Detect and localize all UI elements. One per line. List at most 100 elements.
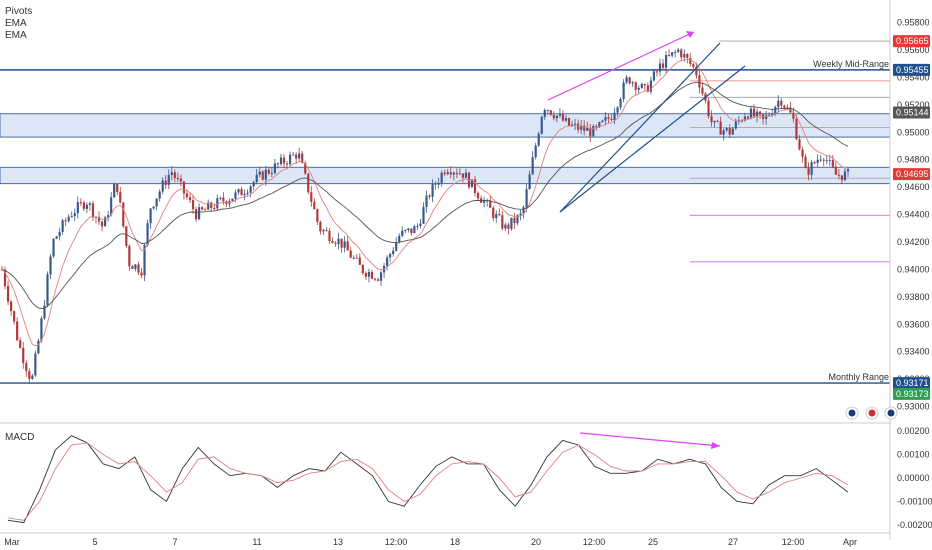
candle-body [376, 279, 380, 281]
trend-arrow-price-head [686, 31, 694, 38]
candle-body [816, 159, 819, 164]
candle-body [103, 217, 107, 227]
candle-body [100, 221, 104, 227]
price-badge [893, 35, 930, 48]
macd-line [7, 435, 849, 524]
candle-body [313, 201, 316, 210]
candle-body [137, 264, 140, 273]
price-tick-label: 0.94400 [897, 210, 930, 220]
candle-body [622, 82, 625, 100]
candle-body [601, 120, 604, 123]
candle-body [464, 172, 468, 178]
ema-fast-line [1, 58, 849, 347]
time-tick-label: 5 [92, 537, 97, 547]
candle-body [76, 202, 79, 214]
price-tick-label: 0.94200 [897, 237, 930, 247]
candle-body [504, 224, 507, 229]
candle-body [270, 172, 273, 174]
candle-body [822, 159, 825, 161]
candle-body [240, 189, 243, 196]
candle-body [531, 157, 534, 175]
candle-body [476, 192, 480, 199]
candle-body [537, 133, 540, 146]
ema-slow-line [1, 81, 849, 309]
candle-body [580, 125, 583, 130]
price-tick-label: 0.94800 [897, 155, 930, 165]
candle-body [522, 207, 525, 214]
candle-body [364, 273, 367, 277]
candle-body [461, 173, 465, 178]
macd-panel [7, 435, 849, 524]
candle-body [616, 107, 619, 113]
candle-body [85, 204, 89, 209]
candle-body [546, 110, 549, 112]
candle-body [564, 118, 568, 121]
candle-body [837, 174, 841, 176]
ema-lines [1, 58, 849, 347]
candle-body [552, 114, 555, 119]
candle-body [725, 127, 728, 131]
candle-body [370, 271, 374, 279]
candle-body [674, 51, 677, 53]
candle-body [698, 75, 701, 88]
candle-body [140, 272, 143, 276]
candle-body [728, 127, 731, 135]
price-tick-label: 0.93800 [897, 292, 930, 302]
macd-tick-label: 0.00000 [897, 473, 930, 483]
trend-annotations [547, 31, 746, 449]
candle-body [273, 163, 277, 173]
candle-body [334, 242, 337, 244]
candle-body [13, 311, 16, 322]
time-tick-label: Apr [843, 537, 857, 547]
candle-body [358, 257, 361, 265]
time-tick-label: 13 [333, 537, 343, 547]
candle-body [589, 127, 592, 137]
candle-body [473, 179, 477, 193]
candle-body [107, 215, 110, 218]
candle-body [655, 71, 659, 73]
candle-body [328, 230, 331, 242]
candle-body [798, 139, 801, 150]
candle-body [243, 193, 246, 196]
candle-body [234, 192, 237, 199]
candle-body [231, 198, 234, 201]
candle-body [428, 195, 431, 197]
candle-body [492, 207, 495, 219]
candle-body [692, 63, 695, 67]
candle-body [373, 278, 377, 280]
candle-body [404, 230, 407, 232]
candle-body [310, 192, 313, 202]
candle-body [325, 230, 328, 232]
support-resistance-zones [0, 113, 891, 185]
macd-label: MACD [5, 432, 35, 443]
candle-body [449, 172, 452, 175]
candle-body [88, 203, 92, 205]
candle-body [401, 230, 404, 236]
candle-body [131, 266, 134, 269]
candle-body [501, 215, 504, 229]
trend-arrow-macd [579, 432, 721, 447]
candle-body [749, 108, 753, 119]
candle-body [452, 172, 455, 175]
candle-body [658, 63, 662, 72]
candle-body [631, 82, 634, 84]
price-tick-label: 0.93600 [897, 319, 930, 329]
candle-body [6, 286, 10, 302]
candle-body [210, 202, 213, 209]
candle-body [440, 172, 443, 183]
price-badge [893, 387, 930, 400]
candle-body [713, 120, 716, 123]
candle-body [516, 215, 519, 224]
candle-body [719, 121, 722, 135]
candle-body [3, 269, 7, 287]
candle-body [543, 110, 546, 117]
candle-body [686, 54, 689, 58]
candle-body [213, 208, 216, 210]
candle-body [607, 117, 610, 119]
candle-body [188, 197, 192, 201]
candle-body [216, 198, 219, 209]
price-tick-label: 0.94000 [897, 264, 930, 274]
candle-body [295, 154, 298, 159]
candle-body [540, 116, 543, 134]
